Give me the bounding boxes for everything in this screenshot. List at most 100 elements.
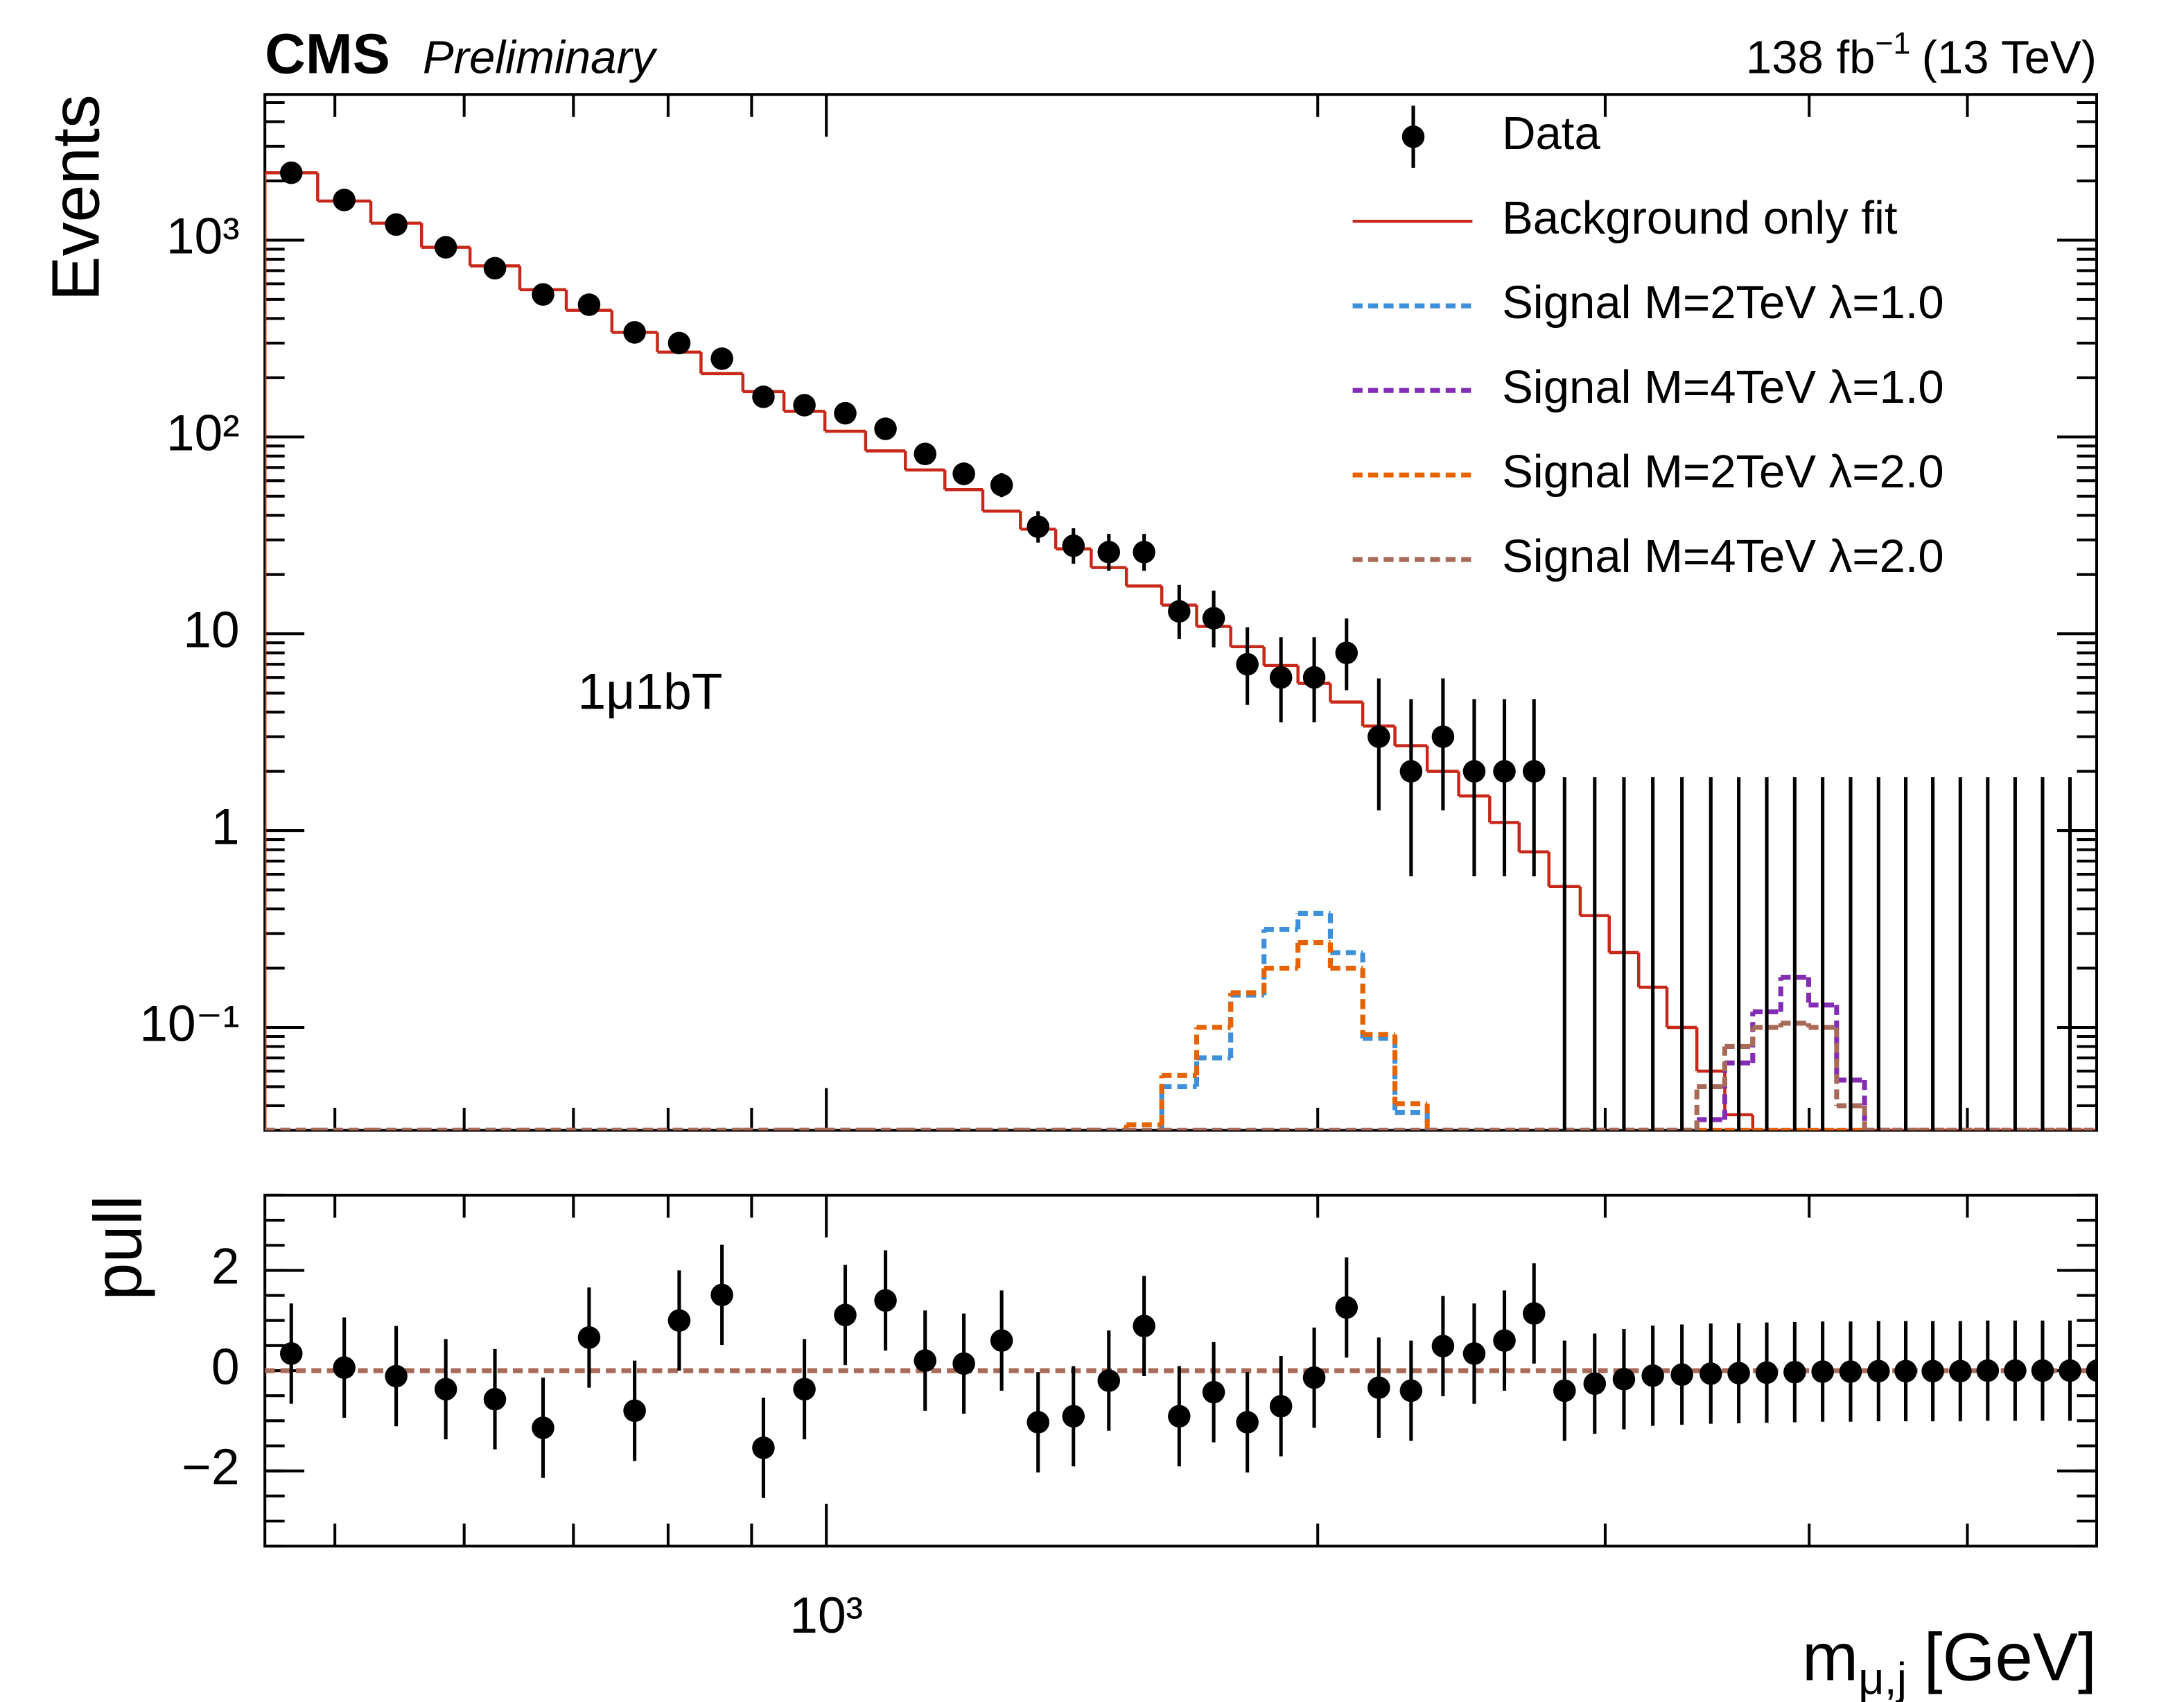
- pull-point: [914, 1349, 937, 1372]
- legend-label: Signal M=4TeV λ=1.0: [1502, 361, 1944, 413]
- pull-point: [333, 1356, 356, 1379]
- pull-point: [793, 1378, 816, 1401]
- pull-point: [1553, 1379, 1576, 1403]
- pull-point: [952, 1352, 975, 1375]
- lumi-value: 138 fb: [1746, 32, 1876, 84]
- data-point: [874, 417, 897, 440]
- y-tick-label: 10³: [166, 208, 240, 265]
- pull-point: [1727, 1362, 1750, 1384]
- pull-point: [1670, 1363, 1693, 1387]
- pull-point: [2004, 1359, 2027, 1382]
- data-point: [532, 283, 554, 306]
- pull-point: [1839, 1360, 1862, 1383]
- pull-point: [1097, 1369, 1121, 1392]
- plot-area: [265, 1244, 2097, 1498]
- x-axis-sub: μ,j: [1858, 1653, 1907, 1702]
- data-point: [1335, 641, 1359, 664]
- pull-point: [483, 1387, 507, 1411]
- pull-point: [434, 1378, 457, 1401]
- pull-point: [1493, 1329, 1516, 1352]
- pull-point: [1755, 1361, 1779, 1384]
- pull-point: [1431, 1335, 1455, 1357]
- annotation: 1μ1bT: [577, 663, 722, 720]
- pull-point: [1583, 1372, 1607, 1396]
- data-point: [1269, 666, 1293, 689]
- pull-point: [1894, 1360, 1917, 1383]
- legend-label: Data: [1502, 107, 1600, 159]
- pull-point: [1133, 1314, 1155, 1337]
- y-tick-label: 10: [183, 602, 239, 659]
- pull-point: [1462, 1342, 1486, 1365]
- pull-point: [385, 1364, 408, 1388]
- data-point: [1133, 541, 1155, 564]
- data-point: [1493, 760, 1516, 783]
- data-point: [1236, 652, 1259, 676]
- pull-point: [1811, 1360, 1834, 1383]
- data-point: [1431, 725, 1455, 748]
- data-point: [667, 331, 691, 355]
- data-point: [952, 462, 975, 485]
- data-point: [434, 236, 457, 259]
- pull-point: [1368, 1376, 1390, 1399]
- y-tick-label: 2: [211, 1238, 240, 1295]
- data-point: [1462, 760, 1486, 783]
- data-point: [710, 347, 733, 370]
- pull-point: [834, 1303, 857, 1327]
- pull-point: [874, 1289, 897, 1312]
- y-tick-label: −2: [182, 1439, 239, 1495]
- pull-point: [1976, 1359, 2000, 1382]
- y-tick-label: 10²: [166, 405, 240, 462]
- experiment-label: CMS: [265, 23, 390, 86]
- data-point: [623, 321, 646, 344]
- legend-label: Background only fit: [1502, 192, 1898, 244]
- data-point: [1097, 541, 1121, 564]
- y-tick-label: 0: [211, 1338, 240, 1395]
- data-point: [483, 257, 507, 280]
- x-axis-var: m: [1802, 1619, 1858, 1694]
- pull-point: [1522, 1302, 1546, 1325]
- data-point: [1522, 760, 1546, 783]
- pull-point: [1921, 1360, 1944, 1383]
- pull-point: [1783, 1360, 1806, 1384]
- pull-point: [1641, 1364, 1664, 1387]
- pull-point: [1269, 1395, 1293, 1418]
- data-point: [1168, 600, 1191, 623]
- data-point: [1027, 515, 1049, 539]
- energy-label: (13 TeV): [1922, 32, 2097, 84]
- pull-point: [1612, 1368, 1636, 1391]
- pull-point: [1335, 1296, 1359, 1319]
- pull-point: [532, 1416, 554, 1439]
- data-point: [1302, 666, 1326, 689]
- y-tick-label: 10⁻¹: [139, 995, 239, 1052]
- lumi-exponent: −1: [1875, 26, 1910, 60]
- data-point: [279, 161, 303, 184]
- pull-point: [990, 1329, 1013, 1352]
- data-point: [1062, 534, 1085, 557]
- pull-point: [1949, 1360, 1972, 1383]
- data-point: [990, 474, 1013, 496]
- status-label: Preliminary: [423, 32, 658, 84]
- pull-point: [667, 1309, 691, 1332]
- pull-point: [1867, 1360, 1890, 1383]
- data-point: [333, 189, 356, 211]
- pull-point: [1302, 1366, 1326, 1389]
- pull-point: [1700, 1362, 1722, 1385]
- lumi-label: 138 fb−1 (13 TeV): [1746, 26, 2097, 83]
- x-tick-label: 10³: [789, 1587, 863, 1644]
- pull-point: [752, 1436, 775, 1459]
- legend-marker: [1401, 125, 1425, 148]
- x-axis-unit: [GeV]: [1924, 1619, 2097, 1694]
- plot-area: [265, 161, 2097, 1131]
- data-point: [385, 213, 408, 236]
- pull-point: [279, 1342, 303, 1365]
- data-point: [577, 293, 601, 316]
- data-point: [752, 385, 775, 408]
- data-point: [1202, 607, 1225, 629]
- pull-point: [1399, 1379, 1423, 1403]
- y-tick-label: 1: [211, 798, 240, 855]
- legend-label: Signal M=2TeV λ=1.0: [1502, 277, 1944, 329]
- pull-point: [1062, 1405, 1085, 1428]
- data-point: [834, 401, 857, 425]
